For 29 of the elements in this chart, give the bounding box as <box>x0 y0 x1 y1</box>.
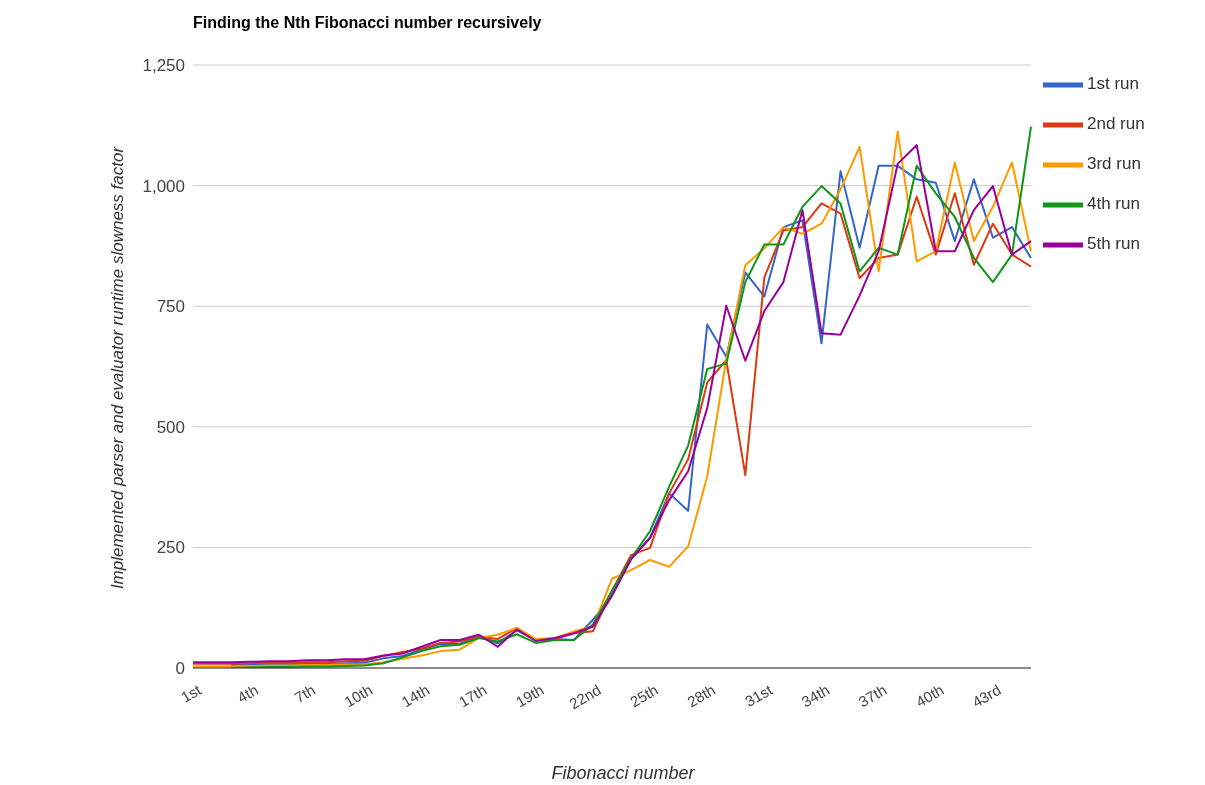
x-tick-label: 25th <box>627 680 661 711</box>
y-tick-label: 500 <box>156 417 185 437</box>
x-tick-label: 40th <box>912 680 947 711</box>
x-tick-label: 43rd <box>969 680 1004 711</box>
x-tick-label: 37th <box>855 680 890 711</box>
legend-label: 2nd run <box>1087 114 1145 134</box>
y-axis-title: Implemented parser and evaluator runtime slowness factor <box>108 146 128 590</box>
legend-label: 1st run <box>1087 74 1139 94</box>
x-tick-label: 19th <box>512 680 547 711</box>
x-tick-label: 4th <box>234 680 261 707</box>
x-tick-label: 17th <box>455 680 490 711</box>
legend-label: 3rd run <box>1087 154 1141 174</box>
x-tick-label: 7th <box>291 680 319 707</box>
y-tick-label: 750 <box>156 297 185 317</box>
y-tick-label: 1,250 <box>142 56 185 76</box>
chart-title: Finding the Nth Fibonacci number recursively <box>193 14 542 32</box>
x-tick-label: 1st <box>177 680 205 706</box>
legend-label: 4th run <box>1087 194 1140 214</box>
y-tick-label: 1,000 <box>142 176 185 196</box>
x-tick-label: 31st <box>742 680 776 710</box>
x-tick-label: 22nd <box>566 680 604 713</box>
x-tick-label: 28th <box>684 680 718 711</box>
x-axis-title: Fibonacci number <box>550 763 696 784</box>
x-tick-label: 14th <box>398 680 433 711</box>
x-tick-label: 34th <box>798 680 833 711</box>
y-tick-label: 250 <box>156 538 185 558</box>
legend-label: 5th run <box>1087 234 1140 254</box>
x-tick-label: 10th <box>341 680 376 711</box>
y-tick-label: 0 <box>175 659 185 679</box>
